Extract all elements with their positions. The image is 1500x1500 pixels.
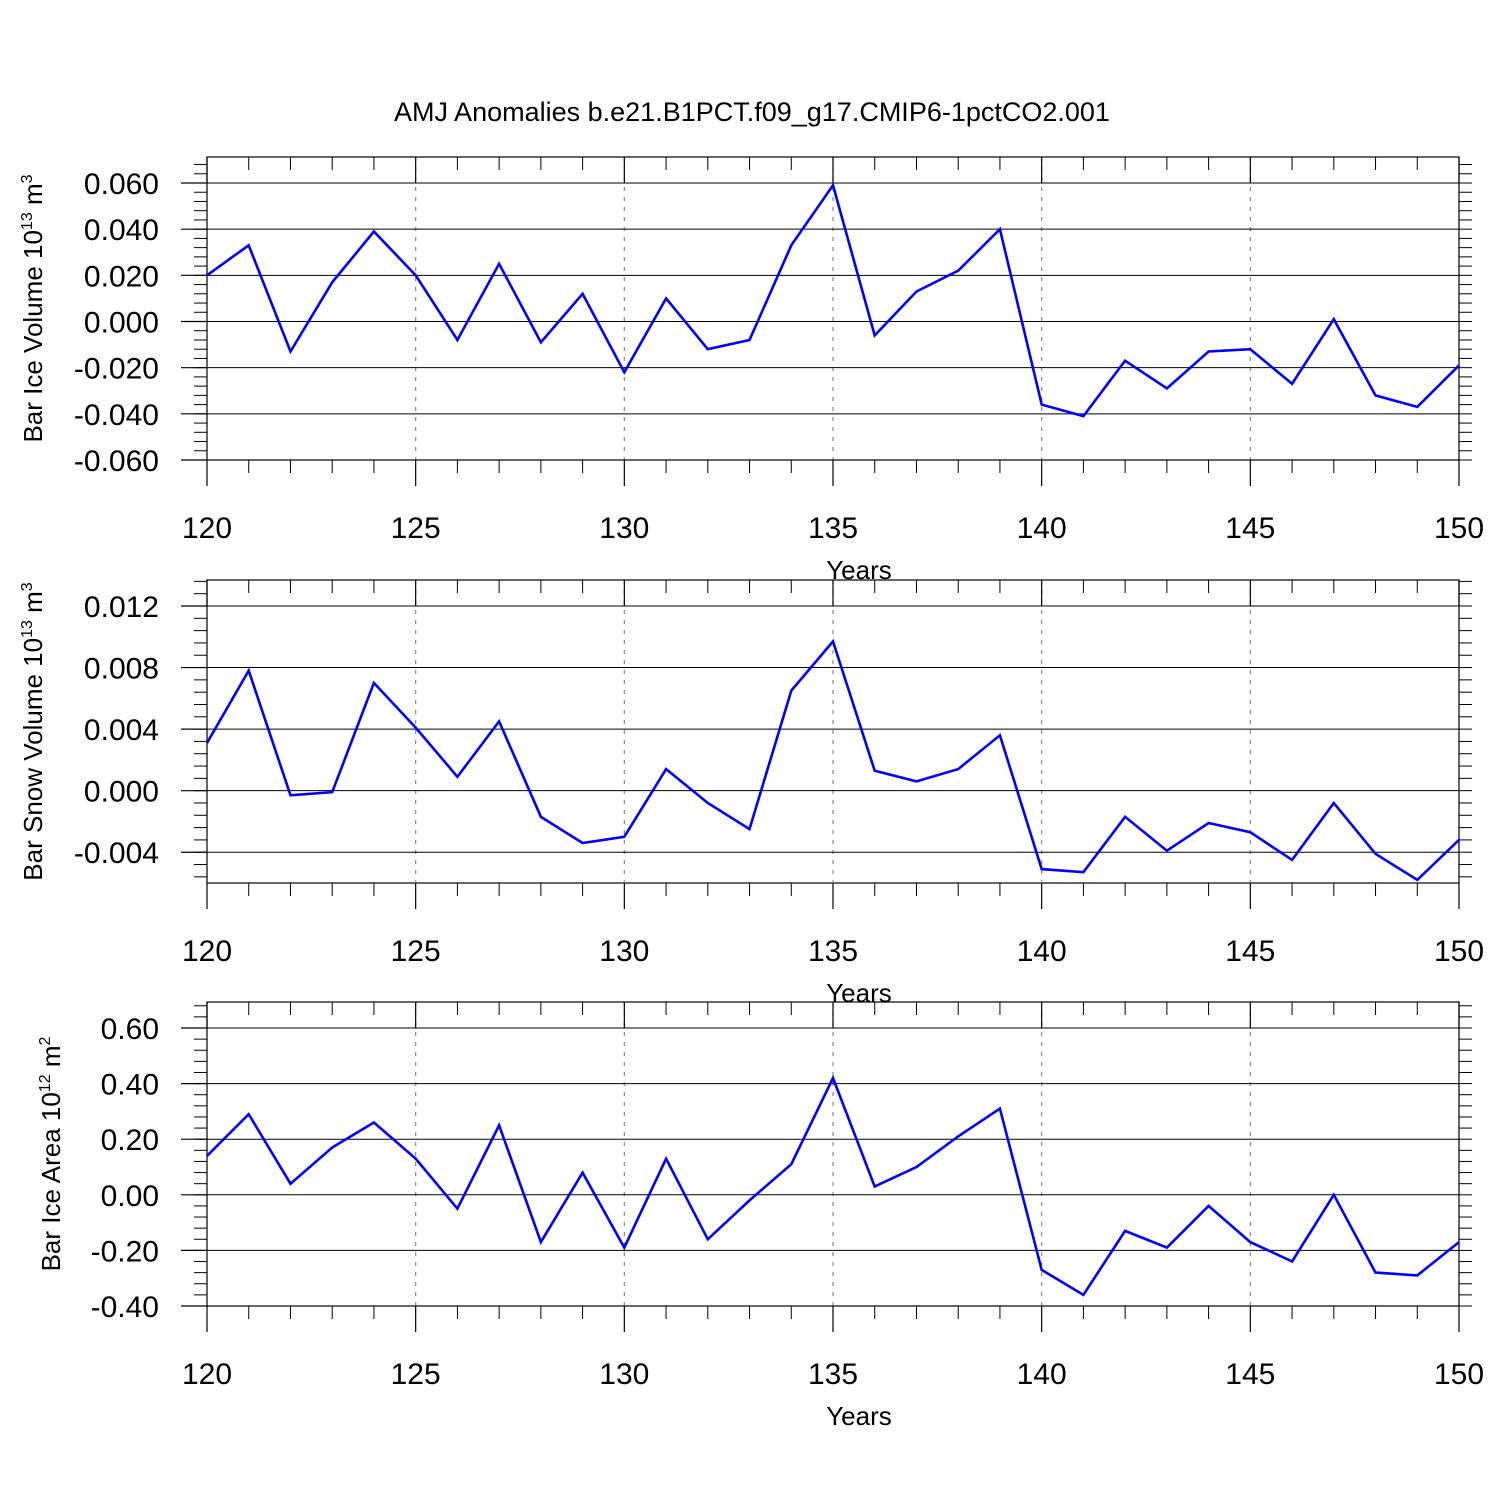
x-tick-label: 125 [391, 1358, 441, 1391]
chart-title: AMJ Anomalies b.e21.B1PCT.f09_g17.CMIP6-… [394, 97, 1110, 127]
x-axis-title: Years [826, 978, 892, 1008]
y-axis-title: Bar Ice Area 1012 m2 [36, 1036, 66, 1271]
y-tick-label: -0.40 [91, 1291, 159, 1324]
x-tick-label: 140 [1017, 1358, 1067, 1391]
y-tick-label: 0.20 [101, 1124, 159, 1157]
x-tick-label: 130 [599, 1358, 649, 1391]
x-tick-label: 150 [1434, 512, 1484, 545]
x-tick-label: 135 [808, 512, 858, 545]
chart-panel-2: 0.012 0.008 0.004 0.000 -0.004 120 125 130 135 14… [18, 579, 1484, 1008]
y-axis-title: Bar Ice Volume 1013 m3 [18, 174, 48, 442]
y-tick-label: -0.060 [74, 445, 159, 478]
chart-panels: 0.060 0.040 0.020 0.000 -0.020 -0.040 -0.060 12… [18, 156, 1484, 1431]
y-tick-label: 0.040 [84, 214, 159, 247]
y-tick-label: -0.040 [74, 399, 159, 432]
y-tick-label: 0.40 [101, 1069, 159, 1102]
y-tick-label: 0.00 [101, 1180, 159, 1213]
x-tick-label: 145 [1225, 935, 1275, 968]
x-tick-label: 145 [1225, 1358, 1275, 1391]
x-tick-label: 130 [599, 935, 649, 968]
x-tick-label: 140 [1017, 512, 1067, 545]
x-tick-label: 140 [1017, 935, 1067, 968]
x-tick-label: 150 [1434, 935, 1484, 968]
y-tick-label: 0.060 [84, 168, 159, 201]
x-tick-label: 135 [808, 1358, 858, 1391]
x-tick-label: 150 [1434, 1358, 1484, 1391]
x-tick-label: 130 [599, 512, 649, 545]
y-tick-label: 0.000 [84, 307, 159, 340]
y-tick-label: 0.000 [84, 776, 159, 809]
y-tick-label: -0.020 [74, 353, 159, 386]
x-tick-label: 125 [391, 935, 441, 968]
y-tick-label: 0.012 [84, 591, 159, 624]
y-axis-title: Bar Snow Volume 1013 m3 [18, 582, 48, 881]
y-tick-label: -0.20 [91, 1235, 159, 1268]
chart-panel-3: 0.60 0.40 0.20 0.00 -0.20 -0.40 120 125 130 135 14… [36, 1001, 1484, 1431]
x-tick-label: 120 [182, 512, 232, 545]
x-tick-label: 120 [182, 935, 232, 968]
y-tick-label: -0.004 [74, 837, 159, 870]
chart-panel-1: 0.060 0.040 0.020 0.000 -0.020 -0.040 -0.060 12… [18, 156, 1484, 585]
x-tick-label: 120 [182, 1358, 232, 1391]
y-tick-label: 0.60 [101, 1013, 159, 1046]
x-tick-label: 125 [391, 512, 441, 545]
x-tick-label: 145 [1225, 512, 1275, 545]
y-tick-label: 0.020 [84, 260, 159, 293]
y-tick-label: 0.008 [84, 653, 159, 686]
x-tick-label: 135 [808, 935, 858, 968]
y-tick-label: 0.004 [84, 714, 159, 747]
x-axis-title: Years [826, 1401, 892, 1431]
